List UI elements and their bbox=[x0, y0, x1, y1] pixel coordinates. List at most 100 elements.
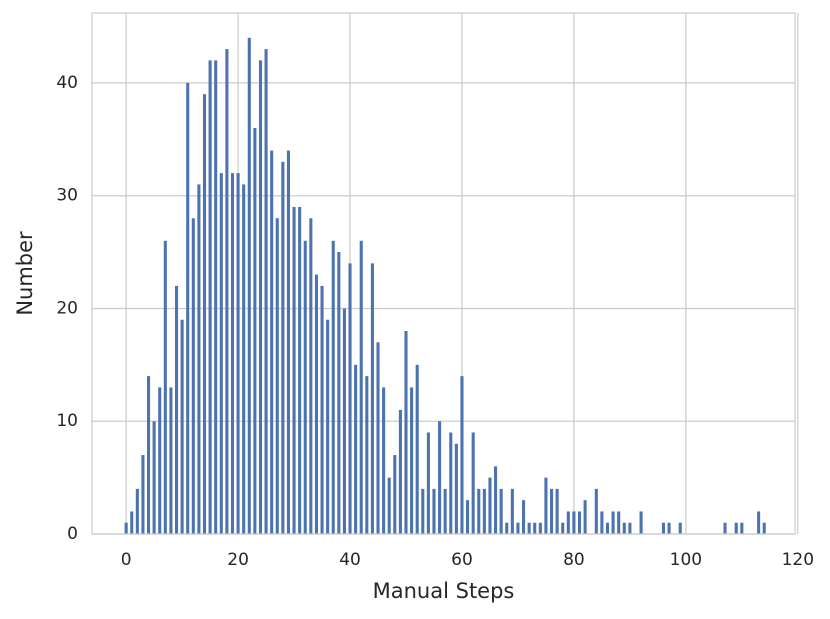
bar bbox=[202, 94, 207, 535]
bar bbox=[605, 522, 610, 534]
x-tick-label: 80 bbox=[563, 550, 585, 570]
bar bbox=[734, 522, 738, 534]
y-tick-label: 20 bbox=[56, 298, 78, 318]
bar bbox=[577, 511, 582, 534]
bar bbox=[443, 488, 447, 534]
bar bbox=[477, 488, 481, 534]
bar bbox=[661, 522, 666, 534]
bar bbox=[247, 37, 251, 535]
bar bbox=[230, 173, 235, 534]
bar bbox=[466, 500, 470, 534]
bar bbox=[242, 184, 246, 534]
bar bbox=[667, 522, 671, 534]
bar bbox=[281, 161, 285, 534]
bar bbox=[723, 522, 727, 534]
bar bbox=[538, 522, 542, 534]
bar bbox=[494, 466, 498, 534]
bar bbox=[163, 240, 167, 534]
x-tick-label: 100 bbox=[670, 550, 702, 570]
bar bbox=[561, 522, 565, 534]
bar bbox=[146, 376, 151, 534]
plot-frame bbox=[91, 12, 796, 535]
bar bbox=[370, 263, 374, 534]
bar bbox=[572, 511, 576, 534]
bar bbox=[421, 488, 425, 534]
bar bbox=[471, 432, 475, 534]
bar bbox=[740, 522, 744, 534]
bar bbox=[292, 206, 296, 534]
bar bbox=[426, 432, 430, 534]
bar bbox=[219, 173, 223, 534]
bar bbox=[555, 488, 559, 534]
bar bbox=[158, 387, 162, 534]
bar bbox=[482, 488, 486, 534]
bar bbox=[376, 342, 380, 534]
bar bbox=[533, 522, 537, 534]
bar bbox=[270, 150, 274, 535]
x-tick-label: 40 bbox=[339, 550, 361, 570]
bar bbox=[398, 409, 402, 534]
bar bbox=[382, 387, 386, 534]
bar bbox=[191, 218, 195, 534]
bar bbox=[404, 331, 408, 534]
bar bbox=[622, 522, 626, 534]
bar bbox=[393, 455, 397, 534]
bar bbox=[236, 173, 240, 534]
bar bbox=[342, 308, 346, 534]
bar bbox=[611, 511, 615, 534]
bar bbox=[454, 443, 458, 534]
bar bbox=[326, 319, 330, 534]
x-axis-label: Manual Steps bbox=[373, 579, 515, 603]
bar bbox=[309, 218, 313, 534]
bar bbox=[197, 184, 201, 534]
bar bbox=[214, 60, 218, 534]
bar bbox=[594, 488, 598, 534]
y-tick-label: 10 bbox=[56, 411, 78, 431]
bar bbox=[762, 522, 766, 534]
bar bbox=[225, 49, 229, 534]
bar bbox=[298, 206, 302, 534]
bar bbox=[527, 522, 531, 534]
bar bbox=[488, 477, 492, 534]
bar bbox=[639, 511, 643, 534]
bar bbox=[354, 364, 358, 534]
bar bbox=[544, 477, 548, 534]
bar bbox=[566, 511, 570, 534]
bar bbox=[432, 488, 436, 534]
bar bbox=[314, 274, 318, 534]
bar bbox=[130, 511, 134, 534]
bar bbox=[135, 488, 139, 534]
bar bbox=[331, 240, 335, 534]
bar bbox=[124, 522, 128, 534]
x-tick-label: 60 bbox=[451, 550, 473, 570]
bar bbox=[600, 511, 604, 534]
x-tick-label: 0 bbox=[121, 550, 132, 570]
bar bbox=[286, 150, 290, 535]
bar bbox=[174, 285, 179, 534]
x-tick-label: 120 bbox=[782, 550, 814, 570]
bar bbox=[264, 49, 268, 534]
bar bbox=[208, 60, 212, 534]
bar bbox=[410, 387, 414, 534]
bar bbox=[415, 364, 419, 534]
bar bbox=[757, 511, 761, 534]
bar bbox=[365, 376, 369, 534]
x-tick-label: 20 bbox=[227, 550, 249, 570]
bar bbox=[320, 285, 324, 534]
bar bbox=[258, 60, 263, 534]
bar bbox=[387, 477, 391, 534]
y-tick-label: 40 bbox=[56, 73, 78, 93]
bar bbox=[169, 387, 173, 534]
bar bbox=[617, 511, 621, 534]
bar bbox=[438, 421, 442, 534]
bars bbox=[124, 37, 766, 535]
bar bbox=[510, 488, 514, 534]
bar bbox=[152, 421, 156, 534]
bar bbox=[549, 488, 554, 534]
bar bbox=[348, 263, 352, 534]
bar bbox=[180, 319, 184, 534]
bar bbox=[337, 252, 341, 534]
bar bbox=[253, 128, 257, 534]
